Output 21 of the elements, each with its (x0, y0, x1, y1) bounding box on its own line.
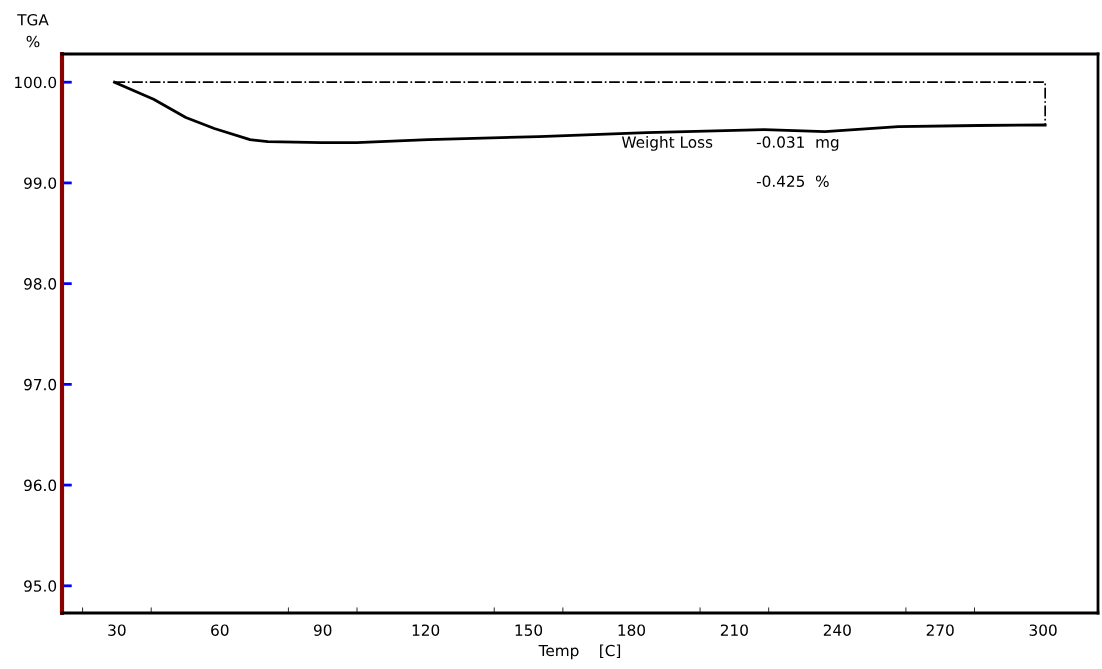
x-axis-title: Temp [C] (538, 644, 621, 660)
y-tick-label: 95.0 (24, 580, 57, 592)
x-tick-label: 30 (108, 624, 126, 636)
x-tick-label: 150 (515, 624, 543, 636)
y-tick-label: 99.0 (24, 177, 57, 189)
x-tick-label: 120 (412, 624, 440, 636)
y-tick-label: 100.0 (15, 76, 57, 89)
y-tick-label: 98.0 (24, 278, 57, 290)
x-tick-label: 300 (1029, 624, 1057, 636)
y-axis-title: TGA % (17, 14, 49, 48)
y-tick-label: 96.0 (24, 479, 57, 492)
annotation: Weight Loss (621, 136, 713, 151)
x-tick-label: 90 (313, 624, 332, 636)
annotation: -0.425 % (756, 175, 829, 187)
x-tick-label: 210 (720, 624, 748, 636)
x-tick-label: 60 (211, 624, 229, 636)
annotation: -0.031 mg (756, 136, 839, 151)
x-tick-label: 270 (926, 624, 954, 636)
y-tick-label: 97.0 (24, 378, 57, 391)
x-tick-label: 240 (823, 624, 851, 636)
x-tick-label: 180 (618, 624, 646, 636)
